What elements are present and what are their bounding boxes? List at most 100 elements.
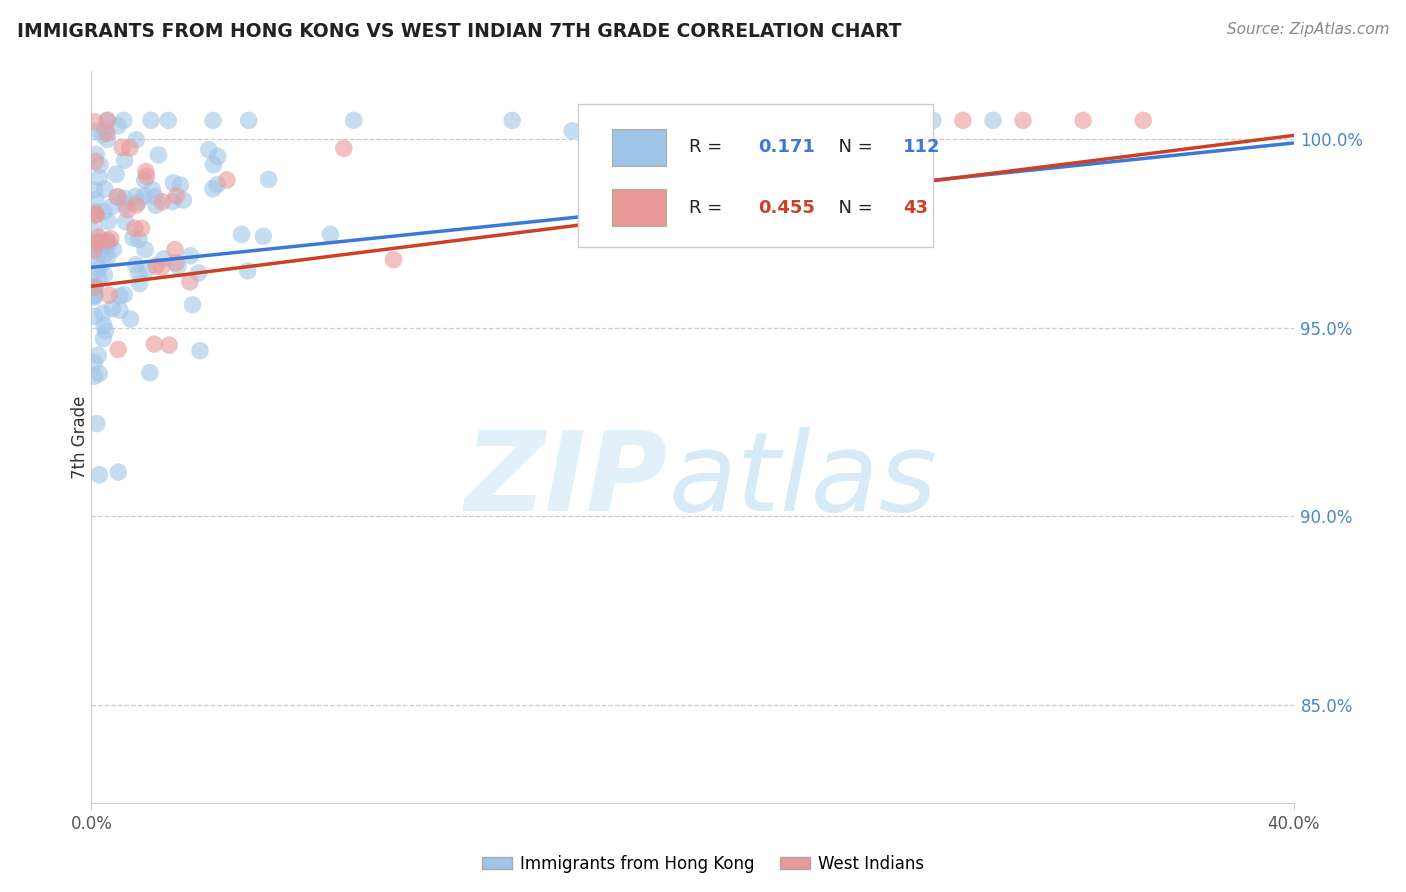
- Point: [83, 225, 105, 239]
- Point: [162, 194, 184, 209]
- Point: [134, 189, 156, 203]
- Point: [83, 288, 105, 302]
- Point: [135, 164, 157, 178]
- Point: [127, 194, 149, 209]
- Point: [107, 190, 129, 204]
- Point: [252, 229, 274, 244]
- Point: [98, 288, 121, 302]
- Point: [681, 113, 703, 128]
- Point: [83, 310, 105, 324]
- Point: [107, 465, 129, 479]
- Point: [83, 280, 105, 294]
- Y-axis label: 7th Grade: 7th Grade: [72, 395, 89, 479]
- Point: [179, 275, 201, 289]
- Point: [122, 231, 145, 245]
- Point: [157, 338, 180, 352]
- Text: atlas: atlas: [668, 427, 936, 534]
- Point: [105, 167, 128, 181]
- Point: [141, 183, 163, 197]
- Point: [1132, 113, 1154, 128]
- Point: [89, 367, 111, 381]
- Legend: Immigrants from Hong Kong, West Indians: Immigrants from Hong Kong, West Indians: [475, 848, 931, 880]
- Point: [103, 243, 125, 257]
- Point: [84, 193, 107, 207]
- Point: [610, 113, 633, 128]
- Point: [202, 158, 225, 172]
- Point: [94, 123, 117, 137]
- Point: [96, 113, 118, 128]
- Point: [87, 271, 110, 285]
- Point: [143, 190, 166, 204]
- Point: [207, 178, 229, 192]
- Point: [148, 148, 170, 162]
- Point: [561, 124, 583, 138]
- Point: [84, 154, 107, 169]
- Point: [801, 113, 824, 128]
- Point: [157, 113, 180, 128]
- Point: [922, 113, 945, 128]
- Point: [134, 243, 156, 257]
- Point: [741, 113, 763, 128]
- Text: 112: 112: [903, 138, 941, 156]
- Point: [207, 149, 229, 163]
- Point: [89, 467, 111, 482]
- Point: [143, 337, 166, 351]
- Point: [91, 306, 114, 320]
- Point: [87, 348, 110, 362]
- Point: [131, 221, 153, 235]
- Point: [86, 241, 108, 255]
- Text: 0.455: 0.455: [759, 199, 815, 217]
- Point: [145, 259, 167, 273]
- Point: [107, 189, 129, 203]
- Point: [96, 113, 118, 128]
- Text: R =: R =: [689, 138, 728, 156]
- Point: [153, 252, 176, 266]
- Point: [114, 198, 136, 212]
- Point: [124, 258, 146, 272]
- Text: 0.171: 0.171: [759, 138, 815, 156]
- Point: [97, 214, 120, 228]
- Point: [91, 128, 114, 142]
- Point: [215, 173, 238, 187]
- Point: [120, 312, 142, 326]
- Point: [108, 303, 131, 318]
- Point: [83, 290, 105, 304]
- Point: [114, 215, 136, 229]
- Point: [125, 133, 148, 147]
- Point: [150, 260, 173, 274]
- Point: [101, 301, 124, 316]
- Point: [83, 356, 105, 370]
- Point: [145, 198, 167, 212]
- Point: [124, 221, 146, 235]
- Point: [94, 182, 117, 196]
- Point: [107, 343, 129, 357]
- Point: [139, 113, 162, 128]
- Point: [188, 343, 211, 358]
- Point: [114, 153, 136, 168]
- Point: [125, 198, 148, 212]
- Point: [117, 202, 139, 217]
- Point: [86, 235, 108, 249]
- Point: [201, 182, 224, 196]
- Point: [96, 126, 118, 140]
- Point: [128, 233, 150, 247]
- Point: [952, 113, 974, 128]
- FancyBboxPatch shape: [578, 104, 934, 247]
- Point: [621, 118, 644, 132]
- Point: [118, 141, 141, 155]
- Point: [862, 113, 884, 128]
- Point: [93, 249, 115, 263]
- Point: [112, 191, 135, 205]
- Point: [179, 249, 201, 263]
- Point: [343, 113, 366, 128]
- Point: [87, 246, 110, 260]
- Point: [858, 113, 880, 128]
- Point: [96, 238, 118, 252]
- Point: [1071, 113, 1094, 128]
- Point: [86, 124, 108, 138]
- Point: [100, 232, 122, 246]
- Point: [84, 208, 107, 222]
- FancyBboxPatch shape: [612, 189, 666, 226]
- Point: [165, 256, 187, 270]
- Point: [83, 287, 105, 301]
